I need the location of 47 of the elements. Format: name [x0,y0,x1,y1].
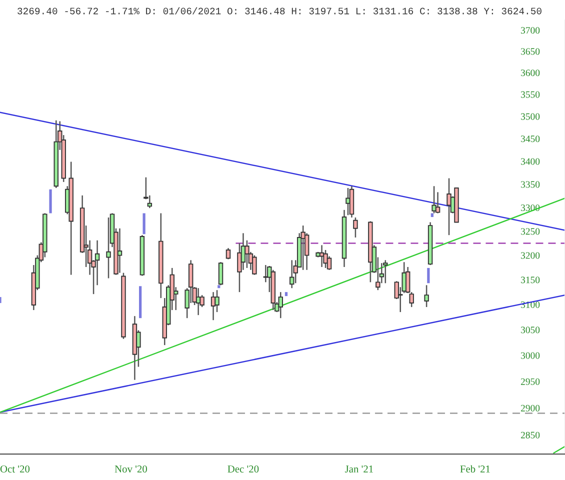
candlestick [226,247,231,260]
bar [142,213,146,234]
bar [430,213,434,218]
candlestick [218,261,224,286]
y-tick-label: 3650 [521,48,540,55]
y-tick-label: 3550 [521,91,540,98]
y-tick-label: 2900 [520,404,540,412]
candlestick [432,186,436,214]
candlestick [147,194,152,209]
y-tick-label: 3400 [521,158,540,165]
bar [49,189,52,214]
candlestick [244,240,250,269]
candlestick [323,249,328,269]
candlestick [424,284,429,308]
y-tick-label: 3150 [521,276,540,284]
y-tick-label: 3000 [521,352,540,359]
candlestick [278,291,283,319]
x-tick-label: Feb '21 [460,465,490,473]
candlestick [252,254,257,276]
candlestick [346,187,350,216]
candlestick [290,260,294,289]
bar [139,286,142,318]
x-tick-label: Nov '20 [114,465,147,473]
y-tick-label: 2950 [520,378,540,385]
y-tick-label: 3200 [521,252,540,259]
y-tick-label: 3450 [521,136,540,142]
bar [218,285,220,288]
candlestick [106,216,111,279]
x-tick-label: Jan '21 [345,466,373,473]
candlestick [117,228,122,274]
bar [284,292,288,296]
y-tick-label: 3600 [521,70,540,76]
y-tick-label: 3050 [521,326,540,334]
candlestick [300,224,306,271]
candlestick [446,178,452,236]
text: 3269.40 -56.72 -1.71% D: 01/06/2021 O: 3146.48 H: 3197.51 L: 3131.16 C: 3138.38 Y: 3624.50 [18,7,542,14]
x-tick-label: Dec '20 [228,465,259,473]
y-tick-label: 2850 [520,432,540,438]
x-tick-label: Oct '20 [0,465,30,473]
y-tick-label: 3500 [521,113,540,120]
candlestick [353,216,358,238]
bar [427,268,430,284]
y-tick-label: 3350 [521,181,540,188]
y-tick-label: 3700 [521,27,540,34]
candlestick [214,289,220,313]
candlestick [383,260,388,284]
y-tick-label: 3250 [521,228,540,235]
